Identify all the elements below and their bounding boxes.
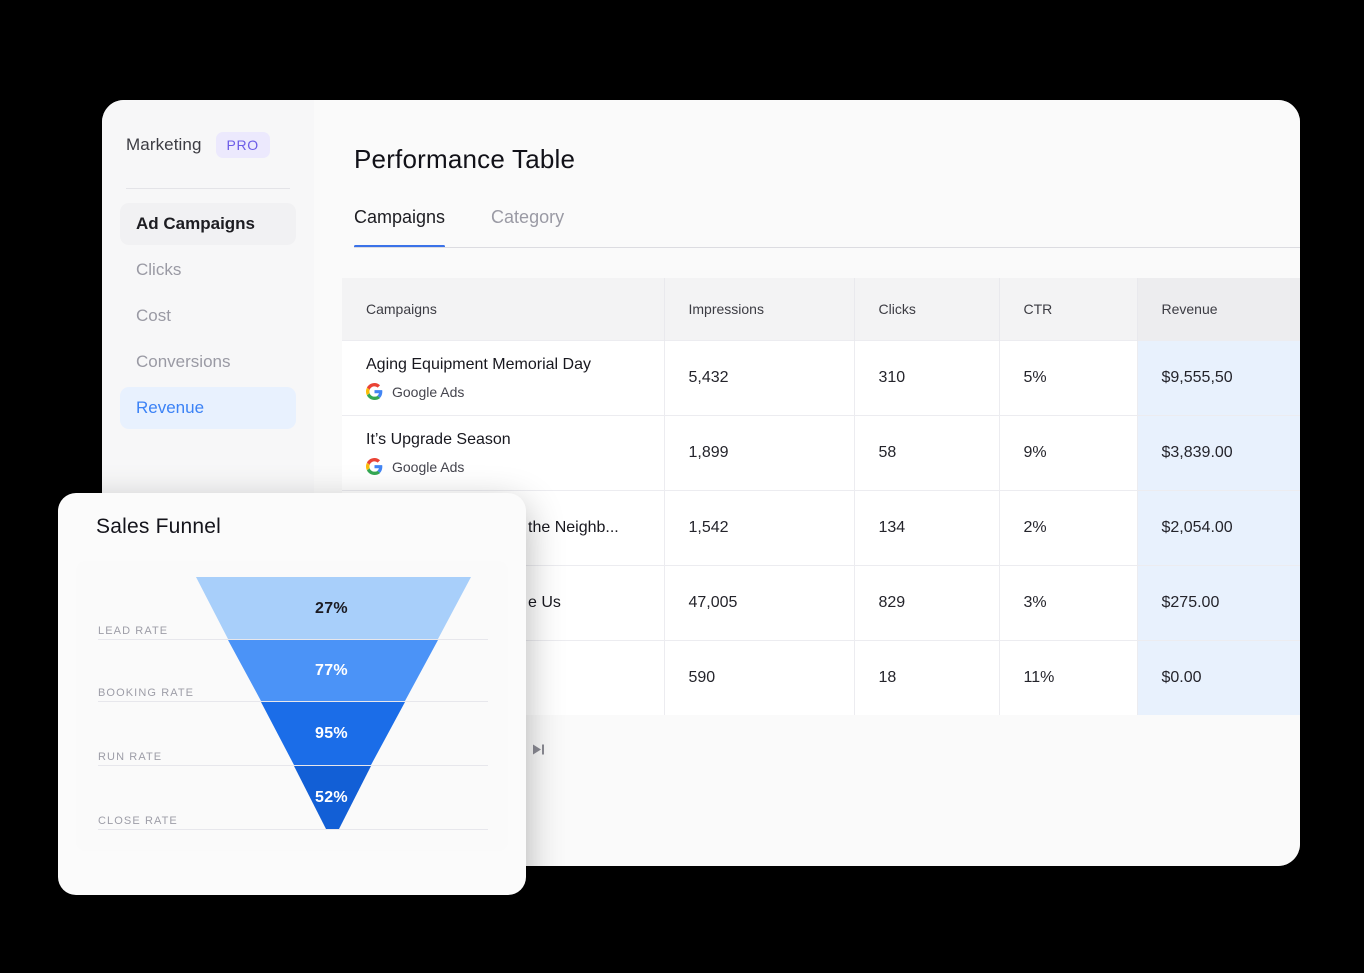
cell-ctr: 5% bbox=[999, 339, 1138, 415]
brand-row: Marketing PRO bbox=[102, 128, 314, 162]
funnel-band-booking-rate[interactable] bbox=[228, 640, 438, 701]
campaign-source: Google Ads bbox=[366, 383, 664, 401]
cell-revenue: $2,054.00 bbox=[1137, 489, 1300, 565]
funnel-value-booking-rate: 77% bbox=[315, 662, 348, 679]
brand-label: Marketing bbox=[126, 135, 202, 154]
column-header-clicks[interactable]: Clicks bbox=[854, 278, 1000, 340]
funnel-rule bbox=[98, 701, 488, 702]
tab-label: Category bbox=[491, 207, 565, 227]
cell-clicks: 310 bbox=[854, 339, 1000, 415]
funnel-title: Sales Funnel bbox=[96, 515, 221, 538]
page-title: Performance Table bbox=[354, 144, 576, 174]
tab-bar-rule bbox=[354, 247, 1300, 248]
tab-bar: Campaigns Category bbox=[314, 207, 1300, 248]
sidebar-item-label: Clicks bbox=[136, 260, 182, 279]
column-header-revenue[interactable]: Revenue bbox=[1137, 278, 1300, 340]
cell-revenue: $0.00 bbox=[1137, 639, 1300, 715]
cell-impressions: 47,005 bbox=[664, 564, 855, 640]
funnel-label-close-rate: CLOSE RATE bbox=[98, 815, 178, 827]
sidebar-item-label: Cost bbox=[136, 306, 171, 325]
cell-revenue: $275.00 bbox=[1137, 564, 1300, 640]
tab-campaigns[interactable]: Campaigns bbox=[354, 207, 446, 248]
cell-ctr: 3% bbox=[999, 564, 1138, 640]
column-header-ctr[interactable]: CTR bbox=[999, 278, 1138, 340]
funnel-value-lead-rate: 27% bbox=[315, 600, 348, 617]
sidebar-nav: Ad Campaigns Clicks Cost Conversions Rev… bbox=[102, 203, 314, 429]
sales-funnel-card: Sales Funnel LEAD RATE BOOKING RATE RUN … bbox=[58, 493, 526, 895]
sidebar-item-label: Ad Campaigns bbox=[136, 214, 256, 233]
cell-ctr: 11% bbox=[999, 639, 1138, 715]
campaign-name: Aging Equipment Memorial Day bbox=[366, 355, 591, 373]
table-header-row: Campaigns Impressions Clicks CTR Revenue bbox=[342, 278, 1300, 340]
sidebar-item-clicks[interactable]: Clicks bbox=[120, 249, 296, 291]
sidebar-divider bbox=[126, 188, 290, 189]
cell-impressions: 5,432 bbox=[664, 339, 855, 415]
tab-category[interactable]: Category bbox=[491, 207, 564, 248]
funnel-shape bbox=[196, 577, 471, 829]
table-row[interactable]: It’s Upgrade Season Google Ads bbox=[342, 414, 1300, 490]
cell-clicks: 829 bbox=[854, 564, 1000, 640]
funnel-band-run-rate[interactable] bbox=[261, 702, 405, 765]
funnel-band-lead-rate[interactable] bbox=[196, 577, 471, 639]
column-header-campaigns[interactable]: Campaigns bbox=[342, 278, 665, 340]
funnel-band-close-rate[interactable] bbox=[294, 766, 371, 829]
cell-ctr: 2% bbox=[999, 489, 1138, 565]
table-row[interactable]: Aging Equipment Memorial Day Google Ads bbox=[342, 339, 1300, 415]
funnel-rule bbox=[98, 829, 488, 830]
funnel-value-run-rate: 95% bbox=[315, 725, 348, 742]
funnel-rule bbox=[98, 765, 488, 766]
cell-clicks: 18 bbox=[854, 639, 1000, 715]
cell-clicks: 134 bbox=[854, 489, 1000, 565]
cell-impressions: 1,899 bbox=[664, 414, 855, 490]
sidebar-item-cost[interactable]: Cost bbox=[120, 295, 296, 337]
cell-clicks: 58 bbox=[854, 414, 1000, 490]
sidebar: Marketing PRO Ad Campaigns Clicks Cost C… bbox=[102, 100, 314, 866]
funnel-chart: LEAD RATE BOOKING RATE RUN RATE CLOSE RA… bbox=[76, 561, 508, 851]
funnel-value-close-rate: 52% bbox=[315, 789, 348, 806]
cell-revenue: $3,839.00 bbox=[1137, 414, 1300, 490]
cell-campaign: Aging Equipment Memorial Day Google Ads bbox=[342, 339, 665, 415]
sidebar-item-conversions[interactable]: Conversions bbox=[120, 341, 296, 383]
sidebar-item-ad-campaigns[interactable]: Ad Campaigns bbox=[120, 203, 296, 245]
source-label: Google Ads bbox=[392, 458, 465, 475]
cell-impressions: 1,542 bbox=[664, 489, 855, 565]
google-icon bbox=[366, 383, 383, 401]
campaign-name: the Neighb... bbox=[528, 518, 619, 536]
funnel-label-run-rate: RUN RATE bbox=[98, 751, 163, 763]
sidebar-item-revenue[interactable]: Revenue bbox=[120, 387, 296, 429]
tab-label: Campaigns bbox=[354, 207, 446, 227]
google-icon bbox=[366, 458, 383, 476]
skip-to-last-icon[interactable] bbox=[532, 743, 546, 756]
cell-campaign: It’s Upgrade Season Google Ads bbox=[342, 414, 665, 490]
cell-revenue: $9,555,50 bbox=[1137, 339, 1300, 415]
sidebar-item-label: Conversions bbox=[136, 352, 231, 371]
funnel-label-lead-rate: LEAD RATE bbox=[98, 625, 169, 637]
pro-badge: PRO bbox=[215, 132, 270, 158]
campaign-name: It’s Upgrade Season bbox=[366, 430, 511, 448]
cell-ctr: 9% bbox=[999, 414, 1138, 490]
table-head: Campaigns Impressions Clicks CTR Revenue bbox=[342, 278, 1300, 340]
funnel-rule bbox=[98, 639, 488, 640]
cell-impressions: 590 bbox=[664, 639, 855, 715]
column-header-impressions[interactable]: Impressions bbox=[664, 278, 855, 340]
source-label: Google Ads bbox=[392, 383, 465, 400]
campaign-source: Google Ads bbox=[366, 458, 664, 476]
funnel-label-booking-rate: BOOKING RATE bbox=[98, 687, 195, 699]
campaign-name: e Us bbox=[528, 593, 561, 611]
sidebar-item-label: Revenue bbox=[136, 398, 205, 417]
